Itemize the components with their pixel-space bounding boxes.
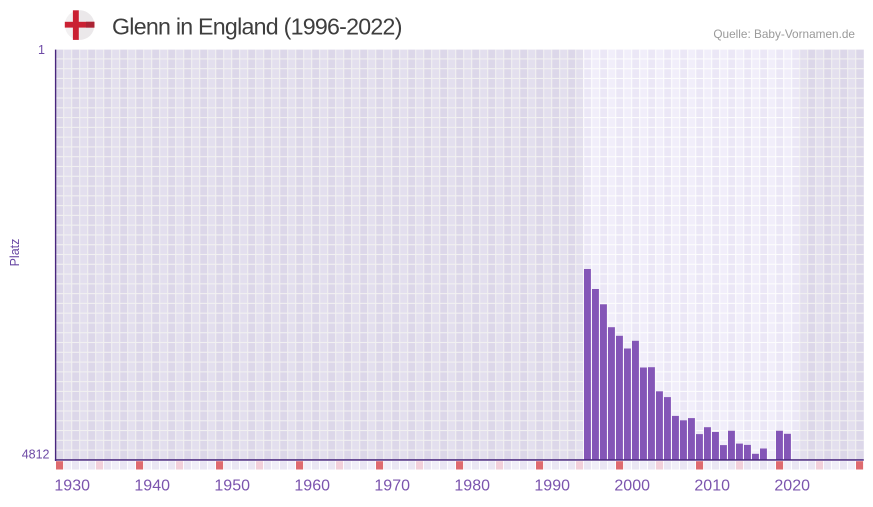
svg-text:Glenn in England (1996-2022): Glenn in England (1996-2022) [112, 14, 402, 40]
svg-text:Quelle: Baby-Vornamen.de: Quelle: Baby-Vornamen.de [713, 27, 855, 41]
svg-text:1950: 1950 [214, 478, 250, 495]
svg-text:1930: 1930 [54, 478, 90, 495]
svg-text:1980: 1980 [454, 478, 490, 495]
svg-text:1970: 1970 [374, 478, 410, 495]
svg-text:1940: 1940 [134, 478, 170, 495]
svg-text:Platz: Platz [8, 239, 22, 267]
svg-text:2020: 2020 [774, 478, 810, 495]
svg-text:1960: 1960 [294, 478, 330, 495]
svg-text:2000: 2000 [614, 478, 650, 495]
svg-text:1: 1 [38, 43, 45, 57]
svg-text:4812: 4812 [22, 448, 50, 462]
svg-text:1990: 1990 [534, 478, 570, 495]
svg-text:2010: 2010 [694, 478, 730, 495]
